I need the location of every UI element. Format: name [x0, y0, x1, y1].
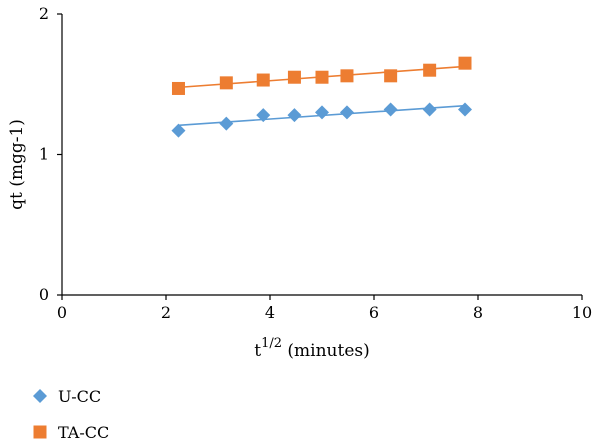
x-axis-title: t1/2 (minutes) — [254, 336, 370, 361]
data-point-u-cc — [171, 123, 186, 138]
legend: U-CC TA-CC — [33, 387, 109, 442]
x-tick-label: 6 — [369, 303, 379, 322]
data-point-ta-cc — [287, 70, 301, 84]
data-point-ta-cc — [340, 69, 354, 83]
y-tick-label: 2 — [39, 4, 49, 23]
legend-label-u-cc: U-CC — [58, 387, 101, 406]
data-point-u-cc — [287, 108, 302, 123]
data-point-ta-cc — [315, 70, 329, 84]
y-axis-title: qt (mgg-1) — [7, 119, 27, 210]
data-point-ta-cc — [423, 63, 437, 77]
y-tick-label: 0 — [39, 285, 49, 304]
legend-label-ta-cc: TA-CC — [58, 423, 109, 442]
x-tick-label: 10 — [572, 303, 592, 322]
data-point-ta-cc — [384, 69, 398, 83]
legend-item-ta-cc: TA-CC — [33, 423, 109, 442]
x-tick-label: 8 — [473, 303, 483, 322]
data-point-u-cc — [422, 102, 437, 117]
data-point-u-cc — [339, 105, 354, 120]
legend-marker-ta-cc — [33, 425, 47, 439]
data-point-u-cc — [219, 116, 234, 131]
data-point-u-cc — [315, 105, 329, 120]
legend-item-u-cc: U-CC — [33, 387, 101, 406]
x-axis-title-rest: (minutes) — [282, 341, 370, 361]
axes — [61, 14, 582, 296]
data-point-ta-cc — [219, 76, 233, 90]
x-axis-title-superscript: 1/2 — [261, 336, 282, 351]
x-tick-label: 2 — [161, 303, 171, 322]
data-point-ta-cc — [171, 81, 185, 95]
x-tick-label: 4 — [265, 303, 275, 322]
data-point-u-cc — [458, 102, 472, 117]
data-points — [171, 56, 472, 138]
data-point-u-cc — [256, 108, 271, 123]
legend-marker-u-cc — [33, 389, 47, 403]
ticks: 0 2 4 6 8 10 0 1 2 — [39, 4, 592, 322]
x-tick-label: 0 — [57, 303, 67, 322]
data-point-ta-cc — [256, 73, 270, 87]
y-tick-label: 1 — [39, 145, 49, 164]
x-axis-title-base: t — [254, 341, 261, 361]
data-point-ta-cc — [458, 56, 472, 70]
data-point-u-cc — [383, 102, 398, 117]
